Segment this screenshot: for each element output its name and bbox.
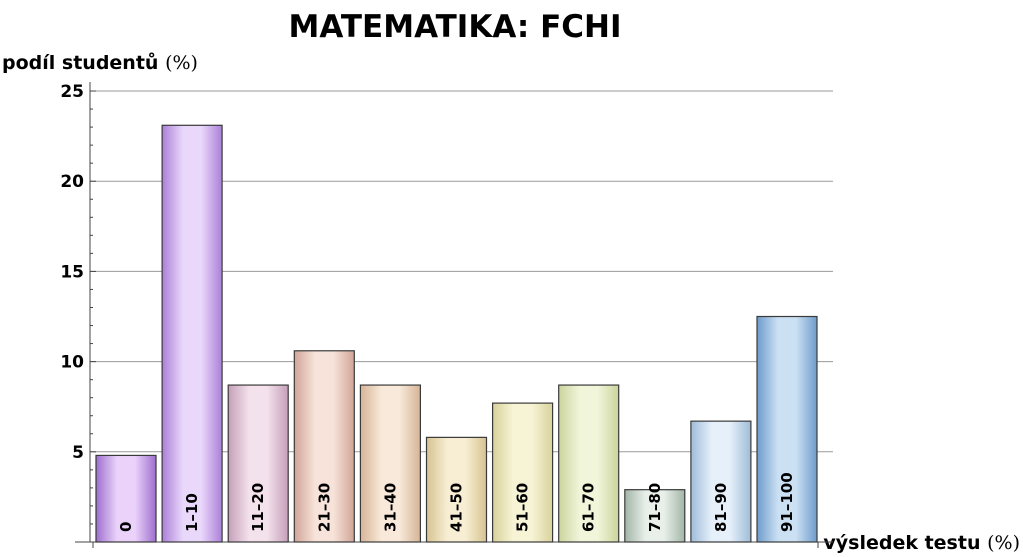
bar-label: 31–40 (381, 483, 399, 532)
bar-labels: 0 1–10 11–20 21–30 31–40 41–50 51–60 61–70 71–80… (117, 472, 796, 532)
bar-10 (756, 315, 818, 543)
y-axis-label-unit: (%) (165, 52, 198, 74)
bar-3 (293, 350, 355, 543)
bar-label: 81–90 (712, 483, 730, 532)
bar-label: 71–80 (646, 483, 664, 532)
x-axis-label-unit: (%) (987, 532, 1020, 554)
bar-label: 41–50 (448, 483, 466, 532)
bar-5 (425, 436, 488, 543)
y-tick-label: 20 (60, 172, 84, 192)
bar-8 (624, 489, 686, 543)
bar-label: 51–60 (514, 483, 532, 532)
bar-9 (690, 420, 752, 543)
bar-label: 0 (117, 522, 135, 532)
bar-label: 61–70 (580, 483, 598, 532)
y-axis-label: podíl studentů (%) (2, 51, 198, 74)
bar-4 (359, 384, 421, 543)
y-tick-labels: 5 10 15 20 25 (60, 82, 84, 463)
bar-label: 21–30 (315, 483, 333, 532)
x-axis-label-text: výsledek testu (823, 532, 980, 554)
y-tick-label: 15 (60, 262, 84, 282)
y-axis-label-text: podíl studentů (2, 51, 158, 74)
chart-title: MATEMATIKA: FCHI (288, 9, 621, 45)
y-tick-label: 5 (72, 443, 84, 463)
y-tick-label: 25 (60, 82, 84, 102)
bar-label: 1–10 (183, 493, 201, 532)
bar-label: 11–20 (249, 483, 267, 532)
bar-7 (558, 384, 620, 543)
bar-6 (492, 402, 554, 543)
bar-1 (161, 124, 223, 543)
bar-label: 91–100 (778, 472, 796, 532)
bars (95, 124, 818, 543)
y-tick-label: 10 (60, 353, 84, 373)
bar-2 (227, 384, 289, 543)
bar-0 (95, 454, 157, 543)
x-axis-label: výsledek testu (%) (823, 532, 1020, 554)
